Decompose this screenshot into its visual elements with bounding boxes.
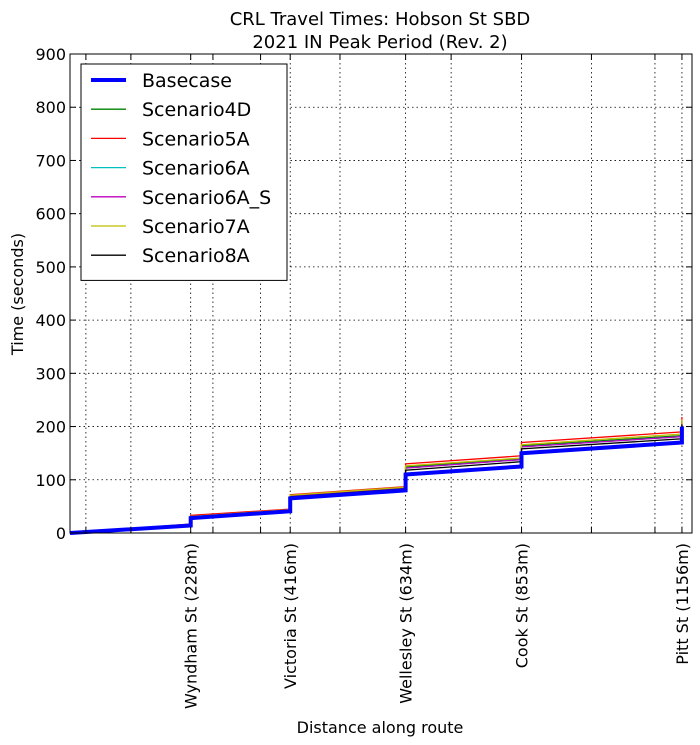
legend: Basecase Scenario4D Scenario5A Scenario6A Sc… bbox=[80, 63, 288, 281]
axes: 0 100 200 300 400 500 600 700 800 900 Wyndham St (… bbox=[35, 45, 693, 709]
y-tick-label: 100 bbox=[35, 471, 66, 490]
legend-box bbox=[80, 63, 288, 281]
y-tick-label: 500 bbox=[35, 258, 66, 277]
x-tick-label: Victoria St (416m) bbox=[281, 543, 300, 689]
y-tick-label: 900 bbox=[35, 45, 66, 64]
chart-subtitle: 2021 IN Peak Period (Rev. 2) bbox=[252, 32, 507, 53]
y-tick-label: 800 bbox=[35, 98, 66, 117]
y-axis-label: Time (seconds) bbox=[8, 233, 27, 356]
series-line-scenario7a bbox=[69, 419, 683, 534]
y-tick-label: 400 bbox=[35, 311, 66, 330]
series-line-scenario5a bbox=[69, 417, 683, 534]
x-axis-label: Distance along route bbox=[297, 718, 464, 737]
x-tick-label: Pitt St (1156m) bbox=[673, 543, 692, 665]
legend-entry: Scenario4D bbox=[142, 99, 251, 121]
x-tick-label: Wellesley St (634m) bbox=[397, 543, 416, 704]
legend-entry: Scenario6A bbox=[142, 158, 250, 180]
y-tick-label: 600 bbox=[35, 205, 66, 224]
y-tick-label: 700 bbox=[35, 151, 66, 170]
plot-frame bbox=[69, 53, 693, 534]
series-line-basecase bbox=[69, 426, 684, 535]
legend-entry: Scenario5A bbox=[142, 128, 250, 150]
legend-entry: Scenario7A bbox=[142, 216, 250, 238]
legend-entry: Scenario6A_S bbox=[142, 187, 271, 209]
series-line-scenario6a bbox=[69, 422, 683, 534]
legend-entry: Scenario8A bbox=[142, 245, 250, 267]
y-tick-label: 200 bbox=[35, 418, 66, 437]
series-line-scenario6a-s bbox=[69, 422, 683, 534]
x-tick-label: Wyndham St (228m) bbox=[182, 543, 201, 709]
y-tick-label: 300 bbox=[35, 364, 66, 383]
x-tick-label: Cook St (853m) bbox=[513, 543, 532, 668]
series-lines bbox=[69, 417, 684, 535]
chart-title: CRL Travel Times: Hobson St SBD bbox=[230, 9, 531, 30]
legend-entry: Basecase bbox=[142, 70, 232, 92]
y-tick-label: 0 bbox=[56, 524, 66, 543]
